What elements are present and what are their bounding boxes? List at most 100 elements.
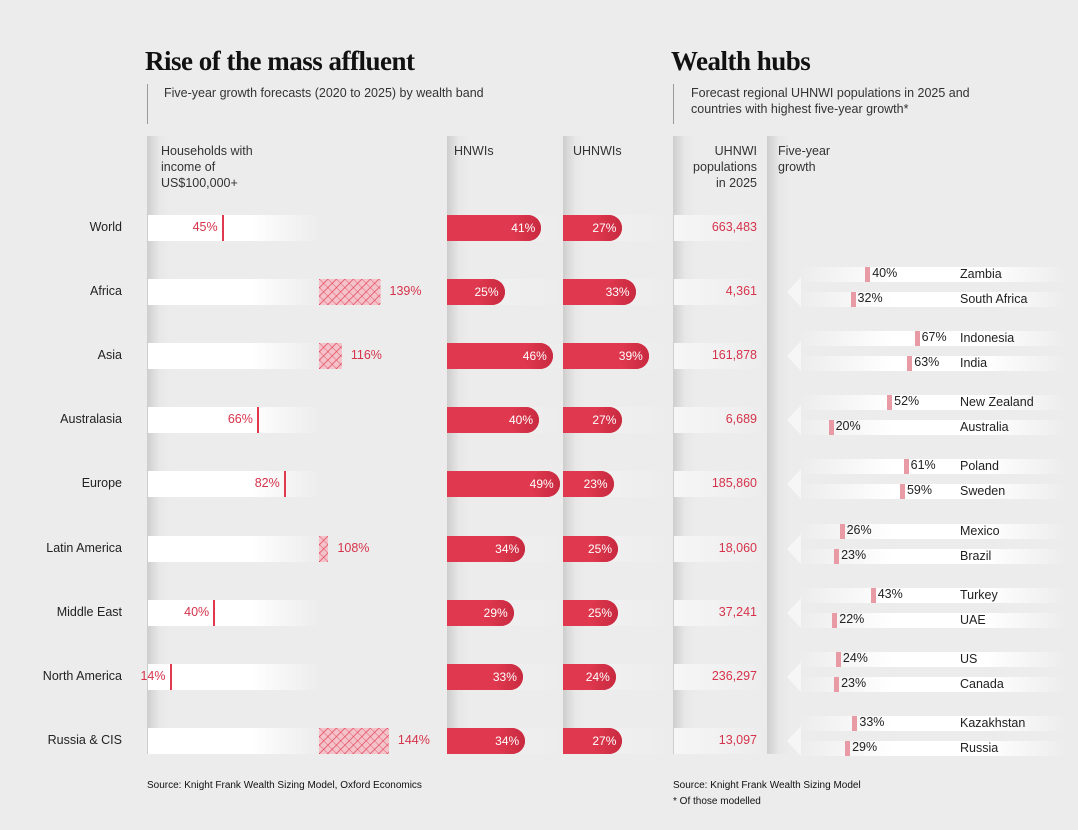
- country-growth-label: 29%: [852, 740, 878, 754]
- households-overflow-bar: [319, 728, 389, 754]
- households-track: [148, 343, 320, 369]
- country-growth-track: [797, 588, 1068, 603]
- uhnwi-value-label: 24%: [585, 670, 610, 684]
- uhnwi-bar-cap: [592, 407, 623, 433]
- country-growth-track: [797, 267, 1068, 282]
- country-growth-marker: [845, 741, 851, 756]
- households-track: [148, 536, 320, 562]
- growth-panel-shade: [767, 136, 797, 754]
- hnwi-bar-cap: [529, 471, 560, 497]
- hnwi-value-label: 25%: [474, 285, 499, 299]
- hnwi-bar-cap: [495, 728, 526, 754]
- country-growth-label: 40%: [872, 266, 898, 280]
- country-growth-label: 23%: [841, 676, 867, 690]
- col-head-growth: Five-year growth: [778, 144, 831, 174]
- left-subtitle-rule: [147, 84, 148, 124]
- right-subtitle: Forecast regional UHNWI populations in 2…: [691, 86, 970, 116]
- households-track: [148, 471, 320, 497]
- right-footnote: * Of those modelled: [673, 796, 761, 807]
- households-value-label: 82%: [254, 476, 280, 490]
- country-growth-track: [797, 484, 1068, 499]
- country-growth-track: [797, 331, 1068, 346]
- country-growth-marker: [903, 459, 909, 474]
- hnwi-bar-cap: [492, 664, 523, 690]
- left-source: Source: Knight Frank Wealth Sizing Model…: [147, 780, 422, 791]
- country-growth-label: 20%: [835, 419, 861, 433]
- hnwi-value-label: 34%: [495, 734, 520, 748]
- population-track: [674, 215, 766, 241]
- uhnwi-value-label: 33%: [605, 285, 630, 299]
- hnwi-bar-cap: [474, 279, 505, 305]
- left-title: Rise of the mass affluent: [145, 46, 415, 76]
- col-head-hnwis: HNWIs: [454, 144, 494, 158]
- population-track: [674, 471, 766, 497]
- region-label: Russia & CIS: [47, 733, 122, 747]
- country-name: Indonesia: [960, 331, 1015, 345]
- country-growth-marker: [865, 267, 871, 282]
- country-growth-label: 43%: [877, 587, 903, 601]
- households-overflow-bar: [319, 536, 329, 562]
- hnwi-value-label: 33%: [492, 670, 517, 684]
- col-head-uhnwis: UHNWIs: [573, 144, 622, 158]
- region-label: Australasia: [60, 412, 122, 426]
- country-name: Zambia: [960, 267, 1002, 281]
- households-track: [148, 728, 320, 754]
- country-growth-track: [797, 613, 1068, 628]
- population-track: [674, 279, 766, 305]
- country-growth-label: 63%: [914, 355, 940, 369]
- uhnwi-bar-cap: [605, 279, 636, 305]
- country-growth-label: 32%: [857, 291, 883, 305]
- households-value-label: 139%: [389, 284, 422, 298]
- population-track: [674, 343, 766, 369]
- households-value-label: 66%: [227, 412, 253, 426]
- households-overflow-bar: [319, 343, 342, 369]
- country-growth-marker: [835, 652, 841, 667]
- region-label: Africa: [90, 284, 122, 298]
- country-growth-track: [797, 716, 1068, 731]
- country-growth-marker: [899, 484, 905, 499]
- country-growth-marker: [852, 716, 858, 731]
- country-growth-marker: [850, 292, 856, 307]
- country-growth-marker: [839, 524, 845, 539]
- uhnwi-bar-cap: [618, 343, 649, 369]
- households-track: [148, 664, 320, 690]
- households-value-label: 108%: [337, 541, 370, 555]
- country-growth-track: [797, 741, 1068, 756]
- country-growth-marker: [834, 549, 840, 564]
- population-value: 18,060: [718, 541, 757, 555]
- country-growth-track: [797, 292, 1068, 307]
- population-value: 161,878: [711, 348, 757, 362]
- region-label: Latin America: [46, 541, 122, 555]
- households-overflow-bar: [319, 279, 381, 305]
- population-value: 13,097: [718, 733, 757, 747]
- country-name: Sweden: [960, 484, 1006, 498]
- region-label: Asia: [97, 348, 122, 362]
- col-head-population: UHNWI populations in 2025: [693, 144, 757, 190]
- right-subtitle-rule: [673, 84, 674, 124]
- uhnwi-bar-cap: [585, 664, 616, 690]
- hnwi-value-label: 49%: [529, 477, 554, 491]
- households-track: [148, 407, 320, 433]
- country-name: India: [960, 356, 988, 370]
- country-growth-track: [797, 459, 1068, 474]
- population-value: 185,860: [711, 476, 757, 490]
- uhnwi-value-label: 39%: [618, 349, 643, 363]
- country-growth-label: 23%: [841, 548, 867, 562]
- country-growth-label: 22%: [839, 612, 865, 626]
- region-label: North America: [42, 669, 122, 683]
- col-head-households: Households with income of US$100,000+: [161, 144, 253, 190]
- hnwi-value-label: 29%: [483, 606, 508, 620]
- country-growth-label: 24%: [842, 651, 868, 665]
- hnwi-bar-cap: [509, 407, 539, 433]
- uhnwi-bar-cap: [588, 536, 618, 562]
- region-label: Middle East: [56, 605, 122, 619]
- uhnwi-value-label: 25%: [587, 606, 612, 620]
- country-growth-track: [797, 395, 1068, 410]
- left-subtitle: Five-year growth forecasts (2020 to 2025…: [164, 86, 484, 100]
- households-track: [148, 600, 320, 626]
- population-track: [674, 536, 766, 562]
- country-growth-marker: [887, 395, 893, 410]
- country-growth-label: 52%: [894, 394, 920, 408]
- uhnwi-value-label: 27%: [592, 734, 617, 748]
- uhnwi-bar-cap: [583, 471, 614, 497]
